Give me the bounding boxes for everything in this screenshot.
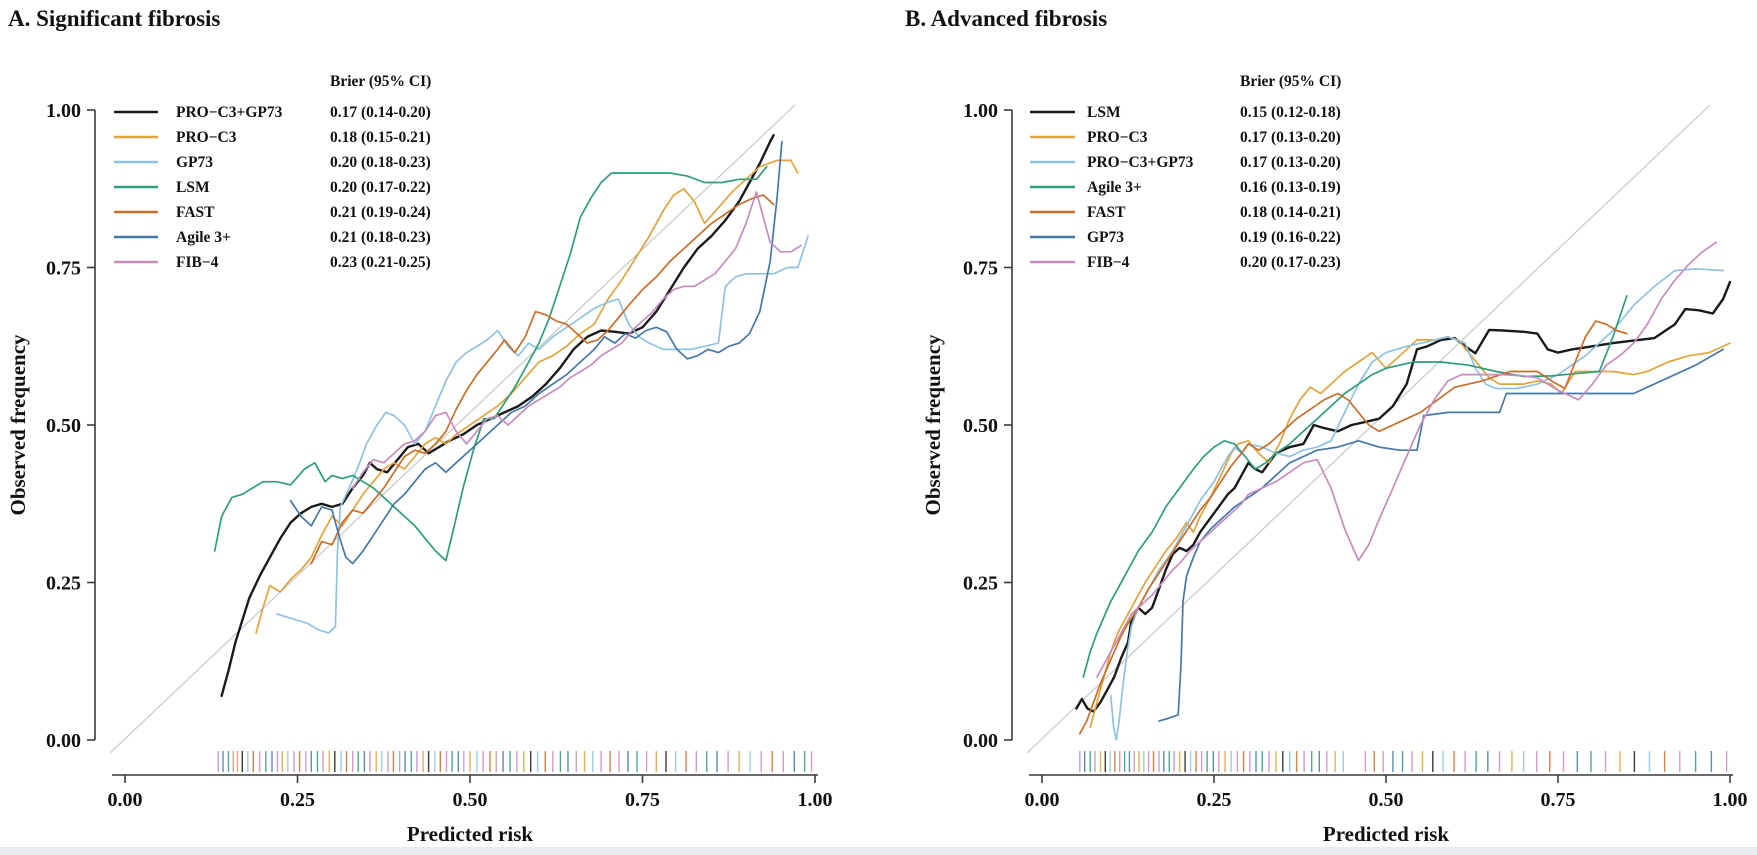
legend-series-label: FAST xyxy=(176,204,215,221)
legend-series-label: FIB−4 xyxy=(1087,254,1130,271)
panel-a-chart: 1.000.750.500.250.000.00 0.25 0.50 0.75 1.00… xyxy=(0,0,878,855)
legend-series-label: Agile 3+ xyxy=(1087,179,1142,196)
legend-brier-value: 0.17 (0.14-0.20) xyxy=(330,104,431,121)
y-tick-label: 0.50 xyxy=(963,415,998,437)
x-tick-label: 1.00 xyxy=(1713,789,1748,811)
panel-title: A. Significant fibrosis xyxy=(8,6,220,31)
legend-series-label: LSM xyxy=(1087,104,1121,121)
legend-series-label: FIB−4 xyxy=(176,254,219,271)
panel-advanced-fibrosis: 1.00 0.75 0.50 0.25 0.00 0.00 0.25 0.50 0.75 1.00… xyxy=(878,0,1757,855)
series-line-3 xyxy=(1082,295,1628,678)
diagonal-reference-line xyxy=(1026,104,1711,754)
series-line-1 xyxy=(1089,335,1731,729)
legend-brier-value: 0.23 (0.21-0.25) xyxy=(330,254,431,271)
legend-brier-value: 0.17 (0.13-0.20) xyxy=(1240,129,1341,146)
series-line-0 xyxy=(220,133,775,698)
x-tick-label: 0.50 xyxy=(1369,789,1404,811)
series-line-4 xyxy=(310,194,775,565)
legend-brier-value: 0.20 (0.17-0.22) xyxy=(330,179,431,196)
series-line-0 xyxy=(1075,280,1732,713)
y-tick-label: 0.75 xyxy=(963,258,998,280)
panel-significant-fibrosis: 1.00 0.75 0.50 0.25 0.00 0.00 0.25 0.50 0.75 1.00… xyxy=(0,0,878,855)
x-tick-label: 0.00 xyxy=(1025,789,1060,811)
series-line-5 xyxy=(1158,348,1724,722)
legend-brier-value: 0.21 (0.18-0.23) xyxy=(330,229,431,246)
y-axis-title: Observed frequency xyxy=(921,334,945,516)
legend-series-label: PRO−C3+GP73 xyxy=(176,104,283,121)
x-tick-label: 1.00 xyxy=(798,789,833,811)
y-tick-label: 0.25 xyxy=(963,573,998,595)
legend-brier-value: 0.16 (0.13-0.19) xyxy=(1240,179,1341,196)
diagonal-reference-line xyxy=(109,104,796,754)
x-axis-title: Predicted risk xyxy=(407,822,533,846)
legend-series-label: GP73 xyxy=(176,154,213,171)
series-line-5 xyxy=(289,140,783,565)
y-tick-label: 0.00 xyxy=(963,730,998,752)
y-tick-label: 1.00 xyxy=(963,100,998,122)
legend-brier-value: 0.18 (0.14-0.21) xyxy=(1240,204,1341,221)
series-line-3 xyxy=(213,165,768,562)
x-axis: 0.00 0.25 0.50 0.75 1.00 xyxy=(1025,774,1748,811)
legend-brier-value: 0.15 (0.12-0.18) xyxy=(1240,104,1341,121)
x-tick-label: 0.50 xyxy=(453,789,488,811)
legend: Brier (95% CI) PRO−C3+GP73 0.17 (0.14-0.20… xyxy=(114,73,431,271)
legend-brier-value: 0.20 (0.17-0.23) xyxy=(1240,254,1341,271)
rug-plot xyxy=(1079,751,1728,772)
legend-series-label: Agile 3+ xyxy=(176,229,231,246)
legend-brier-value: 0.19 (0.16-0.22) xyxy=(1240,229,1341,246)
y-tick-label: 0.25 xyxy=(46,573,81,595)
y-axis: 1.00 0.75 0.50 0.25 0.00 xyxy=(46,100,96,752)
legend-series-label: PRO−C3+GP73 xyxy=(1087,154,1194,171)
legend-header: Brier (95% CI) xyxy=(330,73,431,90)
series-line-4 xyxy=(1078,320,1628,735)
legend-series-label: FAST xyxy=(1087,204,1126,221)
legend-brier-value: 0.17 (0.13-0.20) xyxy=(1240,154,1341,171)
legend-brier-value: 0.18 (0.15-0.21) xyxy=(330,129,431,146)
y-tick-label: 0.00 xyxy=(46,730,81,752)
legend-series-label: LSM xyxy=(176,179,210,196)
legend-header: Brier (95% CI) xyxy=(1240,73,1341,90)
x-axis: 0.00 0.25 0.50 0.75 1.00 xyxy=(108,774,833,811)
x-tick-label: 0.75 xyxy=(625,789,660,811)
y-axis-title: Observed frequency xyxy=(6,334,30,516)
panel-title: B. Advanced fibrosis xyxy=(905,6,1107,31)
rug-plot xyxy=(217,751,813,772)
series-line-2 xyxy=(275,235,809,634)
legend-series-label: PRO−C3 xyxy=(176,129,237,146)
legend-series-label: PRO−C3 xyxy=(1087,129,1148,146)
x-tick-label: 0.75 xyxy=(1541,789,1576,811)
legend-series-label: GP73 xyxy=(1087,229,1124,246)
x-tick-label: 0.25 xyxy=(1197,789,1232,811)
series-line-1 xyxy=(255,159,799,634)
x-tick-label: 0.25 xyxy=(280,789,315,811)
bottom-strip xyxy=(0,847,1757,855)
series-line-6 xyxy=(1096,241,1718,678)
y-tick-label: 1.00 xyxy=(46,100,81,122)
legend-brier-value: 0.21 (0.19-0.24) xyxy=(330,204,431,221)
legend: Brier (95% CI) LSM 0.15 (0.12-0.18) PRO−C3 0… xyxy=(1030,73,1341,271)
series-line-6 xyxy=(351,191,803,489)
y-tick-label: 0.75 xyxy=(46,258,81,280)
panel-b-chart: 1.000.750.500.250.000.00 0.25 0.50 0.75 1.00… xyxy=(878,0,1757,855)
y-axis: 1.00 0.75 0.50 0.25 0.00 xyxy=(963,100,1013,752)
x-axis-title: Predicted risk xyxy=(1323,822,1449,846)
y-tick-label: 0.50 xyxy=(46,415,81,437)
x-tick-label: 0.00 xyxy=(108,789,143,811)
legend-brier-value: 0.20 (0.18-0.23) xyxy=(330,154,431,171)
